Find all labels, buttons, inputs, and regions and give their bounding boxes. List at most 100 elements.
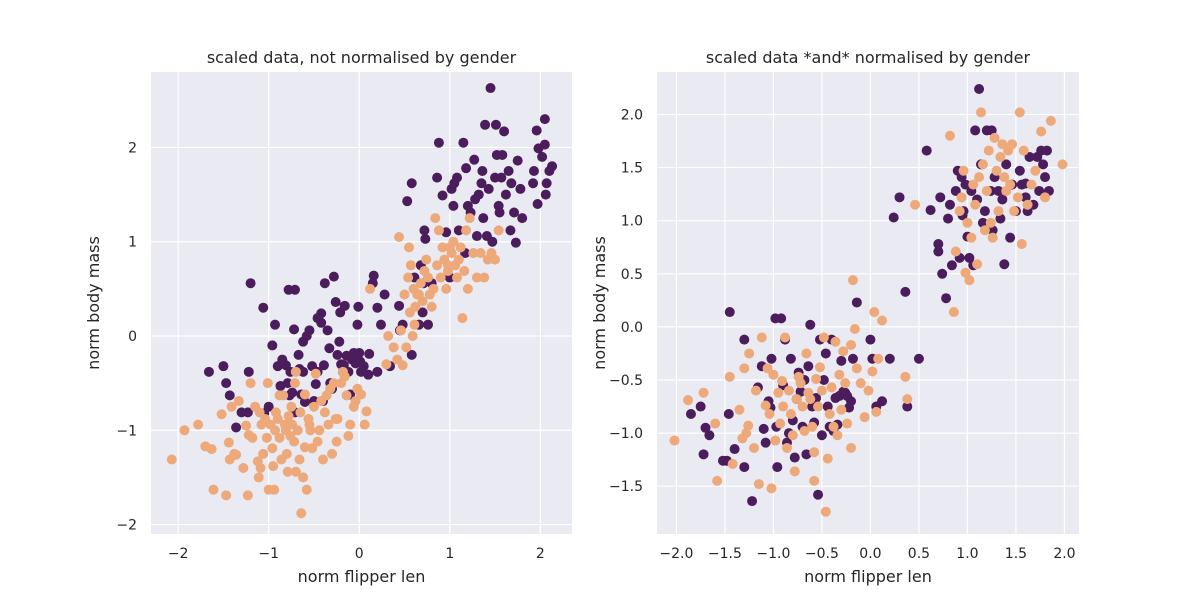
- right-data-point: [944, 130, 955, 141]
- right-data-point: [739, 363, 750, 374]
- right-data-point: [935, 192, 946, 203]
- left-data-point: [479, 272, 490, 283]
- left-data-point: [426, 301, 437, 312]
- right-y-tick-label: 0.5: [621, 267, 643, 283]
- right-y-tick-label: −0.5: [609, 373, 643, 389]
- left-scatter-plot: −2 −1 0 1 2 −2 −1 0 1 2 scaled data, not normalis…: [84, 48, 572, 586]
- right-data-point: [695, 401, 706, 412]
- left-data-point: [420, 233, 431, 244]
- left-data-point: [532, 199, 543, 209]
- left-data-point: [289, 284, 300, 295]
- left-data-point: [330, 297, 341, 308]
- left-y-tick-label: 1: [128, 235, 137, 251]
- right-data-point: [981, 185, 992, 196]
- right-data-point: [783, 385, 794, 396]
- left-data-point: [476, 178, 487, 189]
- right-data-point: [964, 275, 975, 286]
- left-data-point: [464, 213, 475, 224]
- left-data-point: [388, 342, 399, 353]
- left-data-point: [409, 319, 420, 330]
- left-data-point: [200, 441, 211, 452]
- right-data-point: [822, 453, 833, 464]
- left-data-point: [442, 260, 453, 271]
- right-data-point: [956, 192, 967, 203]
- right-x-tick-label: 2.0: [1053, 546, 1075, 562]
- left-data-point: [221, 490, 232, 501]
- left-data-point: [267, 443, 278, 454]
- left-data-point: [512, 155, 523, 166]
- right-data-point: [803, 361, 814, 372]
- right-data-point: [704, 430, 715, 441]
- left-data-point: [455, 242, 466, 253]
- left-data-point: [539, 139, 550, 150]
- left-data-point: [277, 354, 288, 365]
- right-data-point: [1014, 165, 1025, 176]
- left-data-point: [475, 248, 486, 259]
- right-data-point: [1040, 192, 1051, 203]
- left-x-tick-label: −2: [168, 546, 189, 562]
- left-data-point: [255, 463, 266, 473]
- left-data-point: [470, 194, 481, 205]
- left-data-point: [245, 378, 256, 389]
- right-data-point: [813, 401, 824, 412]
- right-data-point: [1045, 115, 1056, 126]
- right-data-point: [989, 132, 1000, 143]
- left-data-point: [485, 83, 496, 94]
- right-data-point: [766, 483, 777, 494]
- right-y-tick-label: 2.0: [621, 107, 643, 123]
- left-data-point: [415, 278, 426, 289]
- left-data-point: [448, 200, 459, 211]
- right-grid: [657, 72, 1079, 534]
- left-data-point: [324, 343, 335, 354]
- right-data-point: [983, 145, 994, 156]
- left-data-point: [457, 313, 468, 324]
- left-data-point: [286, 401, 297, 412]
- right-data-point: [764, 408, 775, 419]
- right-data-point: [1016, 239, 1027, 250]
- right-data-point: [960, 179, 971, 190]
- right-data-point: [727, 458, 738, 469]
- left-data-point: [283, 411, 294, 422]
- left-data-point: [341, 390, 352, 401]
- right-data-point: [985, 217, 996, 228]
- right-data-point: [760, 400, 771, 411]
- right-data-point: [791, 394, 802, 405]
- right-data-point: [1034, 185, 1045, 196]
- left-data-point: [242, 490, 253, 501]
- right-data-point: [785, 408, 796, 419]
- right-data-point: [888, 212, 899, 223]
- left-data-point: [406, 349, 417, 360]
- left-data-point: [305, 425, 316, 436]
- left-data-point: [421, 254, 432, 265]
- left-data-point: [299, 442, 310, 453]
- left-data-point: [216, 409, 227, 420]
- right-y-tick-label: −1.0: [609, 426, 643, 442]
- left-data-point: [334, 336, 345, 347]
- left-data-point: [203, 366, 214, 377]
- left-data-point: [430, 213, 441, 224]
- left-data-point: [243, 430, 254, 440]
- right-data-point: [851, 363, 862, 374]
- right-data-point: [974, 172, 985, 183]
- right-data-point: [859, 412, 870, 423]
- right-data-point: [1040, 172, 1051, 183]
- left-data-point: [224, 390, 235, 401]
- right-x-tick-label: 0.0: [859, 546, 881, 562]
- right-chart-title: scaled data *and* normalised by gender: [706, 48, 1031, 67]
- left-data-point: [258, 448, 269, 459]
- left-data-point: [452, 172, 463, 183]
- right-data-point: [846, 442, 857, 453]
- left-data-point: [471, 272, 482, 283]
- left-y-tick-label: −2: [116, 518, 137, 534]
- left-data-point: [497, 149, 508, 160]
- right-data-point: [1014, 107, 1025, 118]
- right-data-point: [828, 421, 839, 432]
- right-data-point: [820, 506, 831, 517]
- left-data-point: [294, 454, 305, 465]
- left-x-axis-label: norm flipper len: [298, 567, 426, 586]
- right-y-tick-label: 0.0: [621, 320, 643, 336]
- right-data-point: [801, 348, 812, 359]
- left-data-point: [381, 359, 392, 370]
- left-data-point: [399, 289, 410, 300]
- left-data-point: [359, 419, 370, 430]
